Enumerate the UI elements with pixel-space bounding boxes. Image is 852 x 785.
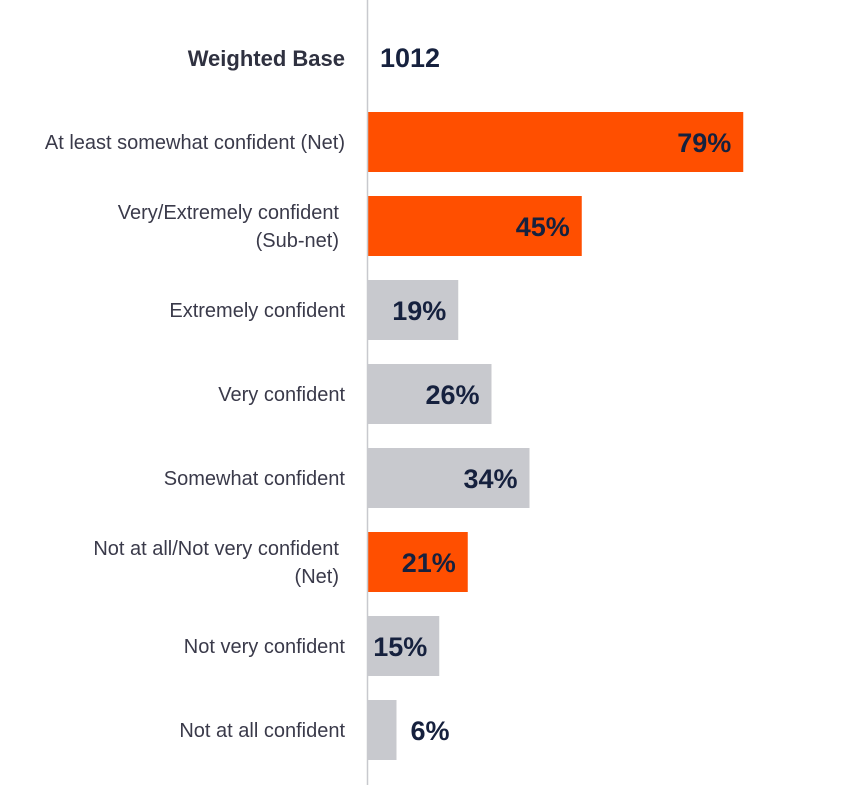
category-label-line: Somewhat confident bbox=[164, 468, 346, 490]
category-label-line: At least somewhat confident (Net) bbox=[45, 132, 345, 154]
bar-7 bbox=[368, 616, 440, 676]
value-label-5: 34% bbox=[463, 464, 517, 494]
category-label-line: Very confident bbox=[218, 384, 345, 406]
category-label-line: Not very confident bbox=[184, 636, 346, 658]
category-label-5: Somewhat confident bbox=[164, 468, 346, 490]
bar-3 bbox=[368, 280, 459, 340]
category-label-1: At least somewhat confident (Net) bbox=[45, 132, 345, 154]
weighted-base-value: 1012 bbox=[380, 43, 440, 73]
value-labels-group: 79% 45% 19% 26% 34% 21% 15% 6% bbox=[373, 128, 731, 746]
value-label-6: 21% bbox=[402, 548, 456, 578]
value-label-2: 45% bbox=[516, 212, 570, 242]
bar-6 bbox=[368, 532, 468, 592]
bar-1 bbox=[368, 112, 744, 172]
category-labels-group: At least somewhat confident (Net) Very/Ex… bbox=[45, 132, 346, 742]
category-label-line: Not at all confident bbox=[179, 720, 345, 742]
category-label-8: Not at all confident bbox=[179, 720, 345, 742]
category-label-line: (Sub-net) bbox=[256, 230, 339, 252]
value-label-3: 19% bbox=[392, 296, 446, 326]
category-label-line: Extremely confident bbox=[169, 300, 345, 322]
value-label-7: 15% bbox=[373, 632, 427, 662]
bar-8 bbox=[368, 700, 397, 760]
bar-2 bbox=[368, 196, 582, 256]
category-label-4: Very confident bbox=[218, 384, 345, 406]
category-label-line: Not at all/Not very confident bbox=[93, 538, 339, 560]
category-label-line: (Net) bbox=[295, 566, 339, 588]
value-label-1: 79% bbox=[677, 128, 731, 158]
category-label-3: Extremely confident bbox=[169, 300, 345, 322]
bars-group bbox=[368, 112, 744, 760]
category-label-line: Very/Extremely confident bbox=[118, 202, 340, 224]
weighted-base-label: Weighted Base bbox=[188, 46, 345, 71]
bar-4 bbox=[368, 364, 492, 424]
value-label-8: 6% bbox=[411, 716, 450, 746]
value-label-4: 26% bbox=[425, 380, 479, 410]
category-label-7: Not very confident bbox=[184, 636, 346, 658]
category-label-6: Not at all/Not very confident (Net) bbox=[93, 538, 339, 588]
bar-5 bbox=[368, 448, 530, 508]
category-label-2: Very/Extremely confident (Sub-net) bbox=[118, 202, 340, 252]
